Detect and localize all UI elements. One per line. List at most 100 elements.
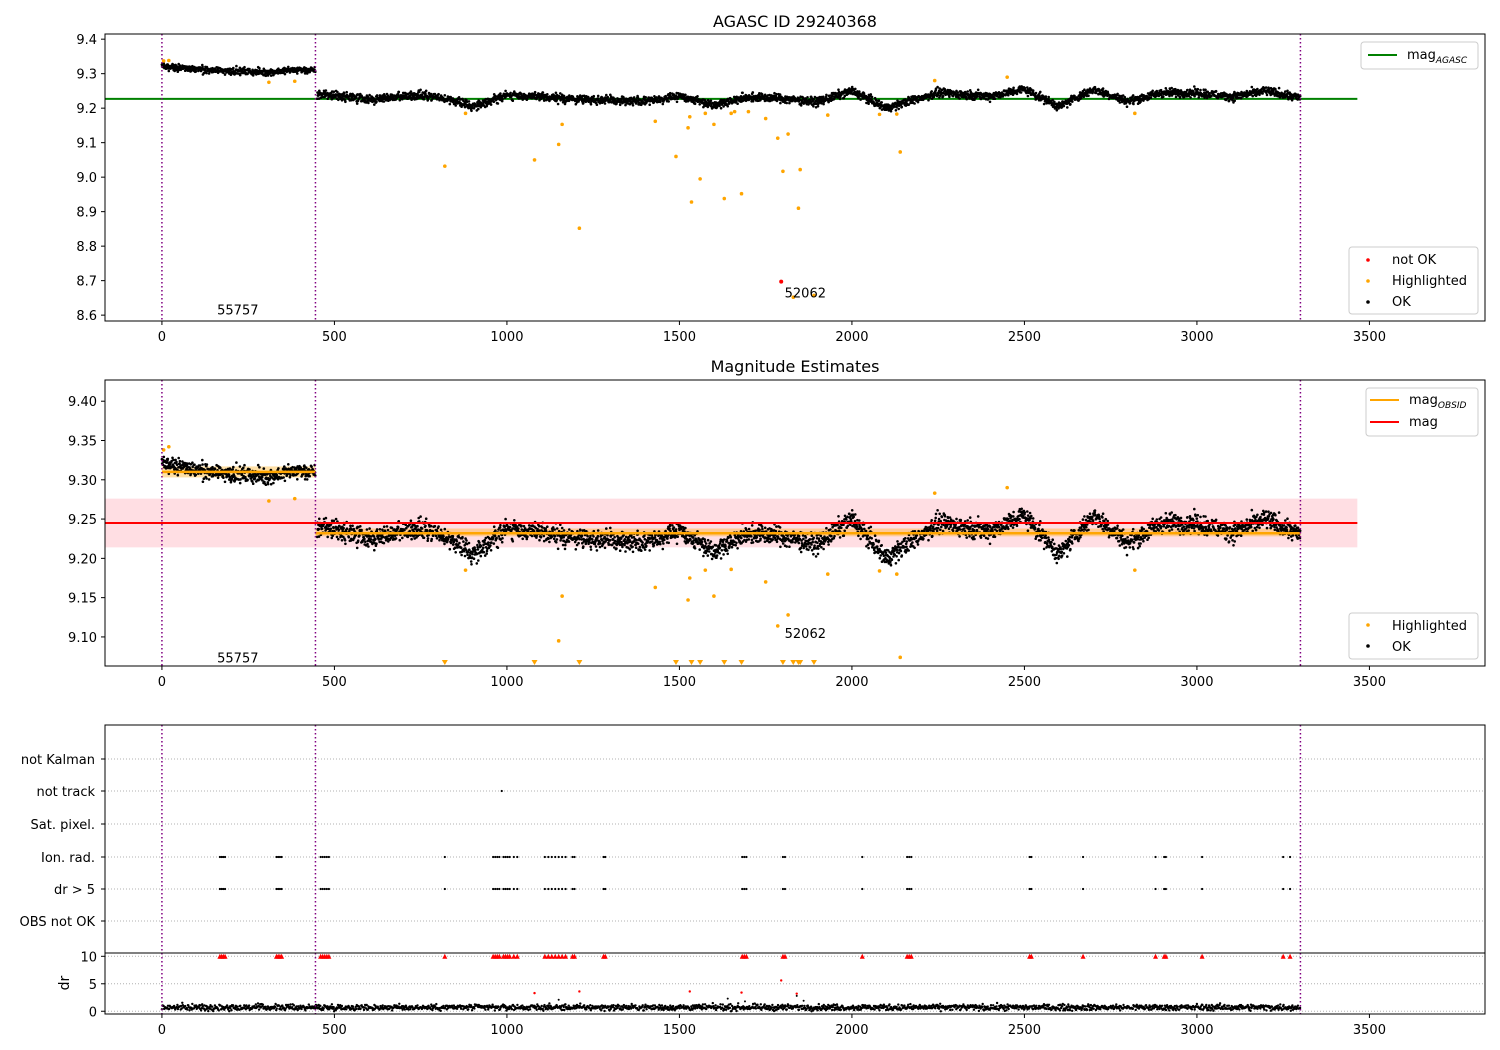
ok-point <box>487 541 490 544</box>
highlighted-point <box>167 58 171 63</box>
ok-point <box>501 98 504 101</box>
ok-point <box>1062 104 1066 108</box>
ok-point <box>396 525 400 529</box>
ok-point <box>277 467 280 470</box>
ok-point <box>542 99 546 102</box>
ok-point <box>592 97 595 100</box>
ok-point <box>968 97 971 100</box>
obsid-annotation: 55757 <box>217 303 258 318</box>
ok-point <box>595 103 599 106</box>
ok-point <box>443 542 446 546</box>
ok-point <box>419 515 422 518</box>
highlighted-point <box>292 79 297 84</box>
ok-point <box>965 97 968 101</box>
ok-point <box>1170 86 1173 90</box>
ok-point <box>347 535 351 539</box>
ok-point <box>788 101 791 105</box>
ok-point <box>934 87 938 90</box>
ok-point <box>223 480 227 484</box>
ok-point <box>165 461 169 464</box>
ok-point <box>394 537 398 540</box>
ok-point <box>956 91 959 94</box>
ok-point <box>262 467 266 470</box>
ok-point <box>527 524 531 527</box>
ok-point <box>429 524 433 528</box>
ok-point <box>567 99 571 103</box>
ok-point <box>463 105 467 109</box>
axes-background <box>105 34 1485 321</box>
ok-point <box>266 482 270 486</box>
ok-point <box>374 537 377 541</box>
ok-point <box>430 537 434 541</box>
ok-point <box>813 95 817 99</box>
ok-point <box>1265 93 1269 97</box>
ok-point <box>470 563 473 566</box>
ok-point <box>264 483 268 487</box>
ok-point <box>696 95 699 98</box>
ok-point <box>235 461 238 464</box>
ok-point <box>390 526 394 530</box>
ok-point <box>870 98 873 101</box>
ok-point <box>467 541 471 545</box>
ok-point <box>1178 96 1182 99</box>
ok-point <box>443 94 447 97</box>
x-tick-label: 2500 <box>1008 330 1041 345</box>
ok-point <box>661 102 665 106</box>
ok-point <box>305 466 308 470</box>
ok-point <box>517 527 520 530</box>
ok-point <box>462 540 465 543</box>
ok-point <box>367 101 370 105</box>
ok-point <box>1286 89 1289 93</box>
highlighted-point <box>746 109 751 114</box>
ok-point <box>940 88 944 92</box>
ok-point <box>459 546 463 550</box>
y-tick-label: 8.6 <box>76 309 97 324</box>
ok-point <box>779 101 782 105</box>
ok-point <box>897 107 900 111</box>
ok-point <box>162 455 166 459</box>
ok-point <box>359 525 362 528</box>
ok-point <box>812 105 815 108</box>
ok-point <box>948 95 951 99</box>
ok-point <box>194 70 198 73</box>
ok-point <box>1116 92 1119 96</box>
ok-point <box>238 66 242 70</box>
ok-point <box>907 103 910 106</box>
ok-point <box>211 465 214 469</box>
highlighted-point <box>722 196 727 201</box>
ok-point <box>227 473 231 476</box>
ok-point <box>398 538 402 542</box>
ok-point <box>356 539 360 542</box>
ok-point <box>1044 95 1048 98</box>
ok-point <box>1193 85 1196 88</box>
ok-point <box>973 98 976 101</box>
ok-point <box>470 109 473 113</box>
ok-point <box>802 98 805 101</box>
ok-point <box>256 463 260 467</box>
ok-point <box>201 458 204 462</box>
ok-point <box>485 552 489 555</box>
highlighted-point <box>798 167 802 172</box>
ok-point <box>308 70 312 74</box>
ok-point <box>342 92 346 95</box>
ok-point <box>364 540 367 544</box>
ok-point <box>176 473 180 477</box>
ok-point <box>869 93 873 96</box>
ok-point <box>201 65 204 69</box>
ok-point <box>382 525 386 528</box>
ok-point <box>520 524 523 528</box>
not-ok-point <box>779 279 784 284</box>
ok-point <box>275 473 279 477</box>
x-tick-label: 0 <box>158 330 166 345</box>
ok-point <box>751 91 755 94</box>
ok-point <box>1101 87 1105 90</box>
highlighted-point <box>739 191 744 196</box>
ok-point <box>213 467 217 471</box>
ok-point <box>426 537 430 540</box>
ok-point <box>329 527 333 531</box>
ok-point <box>448 547 452 551</box>
ok-point <box>976 88 980 92</box>
